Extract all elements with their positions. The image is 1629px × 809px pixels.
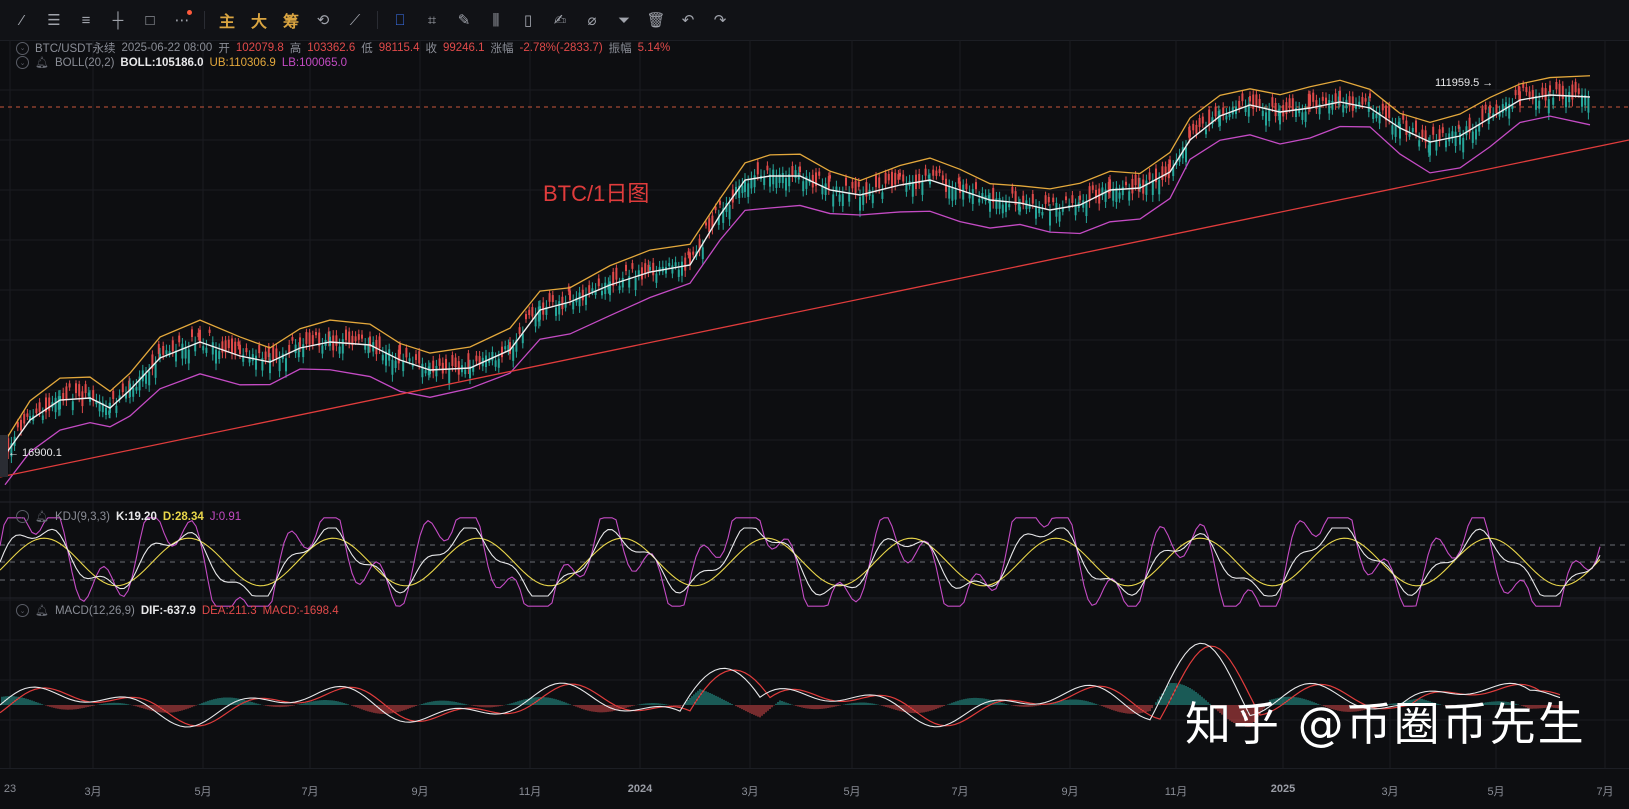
kdj-d-value: D:28.34	[162, 510, 204, 523]
note-edit-icon[interactable]: ✍	[553, 12, 567, 29]
change-value: -2.78%(-2833.7)	[519, 42, 603, 54]
large-button[interactable]: 大	[250, 14, 267, 31]
alert-bell-icon[interactable]: 🔔︎	[35, 511, 49, 523]
time-axis-label: 5月	[194, 786, 212, 798]
main-chart-button[interactable]: 主	[218, 14, 235, 31]
time-axis-label: 7月	[1596, 786, 1614, 798]
bookmark-icon[interactable]: ⎕	[395, 11, 405, 29]
more-tools-icon[interactable]: ⋯	[166, 4, 198, 36]
close-value: 99246.1	[442, 42, 485, 54]
time-axis-label: 7月	[301, 786, 319, 798]
kdj-k-value: K:19.20	[115, 510, 157, 523]
ruler-icon[interactable]: ⌗	[427, 11, 437, 29]
time-axis-label: 23	[3, 783, 17, 795]
redo-icon[interactable]: ↷	[713, 12, 727, 29]
kdj-j-value: J:0.91	[209, 510, 242, 523]
brush-icon[interactable]: ✎	[457, 12, 471, 29]
macd-dea-value: DEA:211.3	[201, 604, 257, 617]
time-axis-label: 9月	[411, 786, 429, 798]
chart-area[interactable]: ⌄ BTC/USDT永续 2025-06-22 08:00 开 102079.8 …	[0, 40, 1629, 768]
time-axis-label: 11月	[518, 786, 542, 798]
open-label: 开	[218, 43, 230, 55]
drawing-toolbar: ⁄ ☰ ≡ ┼ □ ⋯ 主大筹 ⟲ ⟋ ⎕ ⌗ ✎ ⫼ ▯ ✍ ⌀ ⏷ 🗑 ↶ ↷	[0, 0, 1629, 41]
parallel-channel-icon[interactable]: ☰	[47, 12, 61, 29]
watermark: 知乎 @币圈币先生	[1185, 697, 1586, 751]
high-label: 高	[289, 43, 302, 55]
chart-title-note: BTC/1日图	[543, 181, 650, 206]
collapse-icon[interactable]: ⌄	[16, 56, 29, 69]
chart-canvas[interactable]	[0, 40, 1629, 768]
alert-bell-icon[interactable]: 🔔︎	[35, 57, 49, 69]
time-axis-label: 5月	[1487, 786, 1505, 798]
boll-legend: ⌄ 🔔︎ BOLL(20,2) BOLL:105186.0 UB:110306.…	[16, 56, 347, 69]
macd-dif-value: DIF:-637.9	[140, 604, 196, 617]
time-axis[interactable]: 23 3月 5月 7月 9月 11月 2024 3月 5月 7月 9月 11月 2025 3月 5月 7月	[0, 768, 1629, 809]
sidebar-expand-handle[interactable]	[0, 435, 8, 477]
undo-icon[interactable]: ↶	[681, 12, 695, 29]
high-value: 103362.6	[307, 42, 356, 54]
amplitude-label: 振幅	[608, 43, 632, 55]
toolbar-divider	[204, 11, 205, 29]
time-axis-label: 3月	[84, 786, 102, 798]
sync-drawing-icon[interactable]: ⟲	[316, 12, 330, 29]
alert-bell-icon[interactable]: 🔔︎	[35, 605, 49, 617]
boll-name[interactable]: BOLL(20,2)	[54, 56, 115, 69]
time-axis-label: 2024	[627, 783, 653, 795]
rectangle-icon[interactable]: □	[145, 11, 155, 29]
time-axis-label: 11月	[1164, 786, 1188, 798]
trend-line-icon[interactable]: ⁄	[20, 11, 24, 29]
time-axis-label: 9月	[1061, 786, 1079, 798]
notification-dot	[187, 10, 192, 15]
boll-ub-value: UB:110306.9	[209, 56, 276, 69]
boll-mid-value: BOLL:105186.0	[120, 56, 204, 69]
collapse-icon[interactable]: ⌄	[16, 510, 29, 523]
time-axis-label: 3月	[1381, 786, 1399, 798]
delete-icon[interactable]: 🗑	[646, 12, 666, 29]
low-label: 低	[361, 43, 373, 55]
time-axis-label: 5月	[843, 786, 861, 798]
kdj-name[interactable]: KDJ(9,3,3)	[54, 510, 110, 523]
symbol-label: BTC/USDT永续	[35, 43, 116, 55]
open-value: 102079.8	[235, 42, 284, 54]
horizontal-line-icon[interactable]: ┼	[112, 11, 124, 29]
chip-distribution-button[interactable]: 筹	[282, 14, 299, 31]
datetime-label: 2025-06-22 08:00	[121, 42, 213, 54]
kdj-legend: ⌄ 🔔︎ KDJ(9,3,3) K:19.20 D:28.34 J:0.91	[16, 510, 241, 523]
macd-name[interactable]: MACD(12,26,9)	[54, 604, 135, 617]
close-label: 收	[425, 43, 437, 55]
macd-legend: ⌄ 🔔︎ MACD(12,26,9) DIF:-637.9 DEA:211.3 …	[16, 604, 339, 617]
time-axis-label: 7月	[951, 786, 969, 798]
time-axis-label: 2025	[1270, 783, 1296, 795]
attachment-icon[interactable]: ⌀	[587, 12, 597, 29]
candlestick-icon[interactable]: ⫼	[492, 11, 500, 29]
macd-hist-value: MACD:-1698.4	[262, 604, 339, 617]
time-axis-label: 3月	[741, 786, 759, 798]
boll-lb-value: LB:100065.0	[281, 56, 348, 69]
collapse-icon[interactable]: ⌄	[16, 41, 29, 55]
toolbar-divider	[377, 11, 378, 29]
magnet-icon[interactable]: ⟋	[349, 11, 361, 29]
lock-icon[interactable]: ▯	[523, 12, 533, 29]
price-legend: ⌄ BTC/USDT永续 2025-06-22 08:00 开 102079.8 …	[16, 40, 670, 56]
fib-icon[interactable]: ≡	[81, 11, 91, 29]
low-value: 98115.4	[378, 42, 420, 54]
change-label: 涨幅	[490, 43, 514, 55]
collapse-icon[interactable]: ⌄	[16, 604, 29, 617]
min-price-tag: ← 16900.1	[8, 447, 62, 459]
amplitude-value: 5.14%	[637, 42, 671, 54]
filter-icon[interactable]: ⏷	[617, 11, 630, 29]
max-price-tag: 111959.5 →	[1435, 77, 1494, 89]
